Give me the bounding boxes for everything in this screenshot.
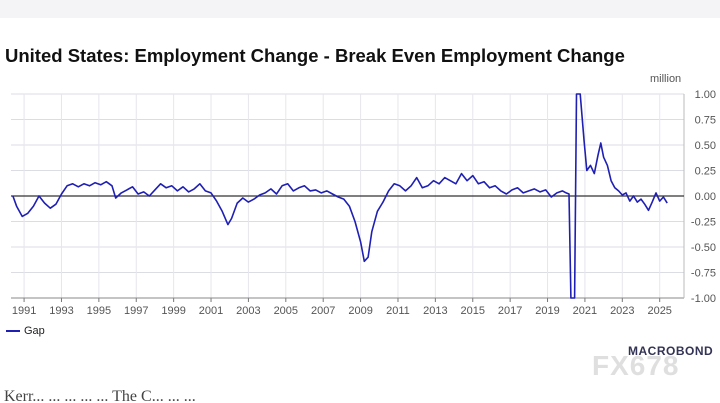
x-tick-label: 2021 xyxy=(573,305,597,317)
legend-label-gap: Gap xyxy=(24,325,45,337)
unit-label: million xyxy=(650,73,682,85)
x-tick-label: 2003 xyxy=(236,305,260,317)
x-tick-label: 2023 xyxy=(610,305,634,317)
y-tick-label: 0.75 xyxy=(695,115,716,127)
y-tick-label: -0.25 xyxy=(691,217,716,229)
y-tick-label: 0.00 xyxy=(695,191,716,203)
x-tick-label: 1997 xyxy=(124,305,148,317)
x-tick-label: 1995 xyxy=(87,305,111,317)
series-line-gap xyxy=(12,93,668,299)
series-group xyxy=(12,93,668,299)
x-tick-label: 2019 xyxy=(535,305,559,317)
x-axis-labels: 1991 1993 1995 1997 1999 2001 2003 2005 2007 2009… xyxy=(12,305,672,317)
x-tick-label: 1991 xyxy=(12,305,36,317)
legend: Gap xyxy=(6,325,45,337)
x-tick-label: 2013 xyxy=(423,305,447,317)
macrobond-logo: MACROBOND xyxy=(628,344,714,358)
y-tick-label: -0.75 xyxy=(691,268,716,280)
x-tick-label: 2025 xyxy=(647,305,671,317)
x-tick-label: 2011 xyxy=(386,305,410,317)
x-tick-label: 1993 xyxy=(49,305,73,317)
y-tick-label: 0.50 xyxy=(695,140,716,152)
y-tick-label: -0.50 xyxy=(691,242,716,254)
x-tick-label: 2009 xyxy=(348,305,372,317)
y-tick-label: -1.00 xyxy=(691,293,716,305)
legend-swatch xyxy=(6,330,20,332)
y-tick-label: 1.00 xyxy=(695,89,716,101)
x-tick-label: 2001 xyxy=(199,305,223,317)
y-tick-label: 0.25 xyxy=(695,166,716,178)
x-tick-label: 2015 xyxy=(461,305,485,317)
x-tick-label: 1999 xyxy=(161,305,185,317)
cut-off-caption: Kerr... ... ... ... ... The C... ... ... xyxy=(4,388,196,403)
x-tick-label: 2007 xyxy=(311,305,335,317)
x-tick-label: 2017 xyxy=(498,305,522,317)
top-strip xyxy=(0,0,720,18)
y-axis-labels: 1.00 0.75 0.50 0.25 0.00 -0.25 -0.50 -0.75 -1.00 xyxy=(691,89,716,305)
x-tick-label: 2005 xyxy=(274,305,298,317)
chart-title: United States: Employment Change - Break… xyxy=(5,45,625,66)
fx678-watermark: FX678 xyxy=(592,350,680,381)
